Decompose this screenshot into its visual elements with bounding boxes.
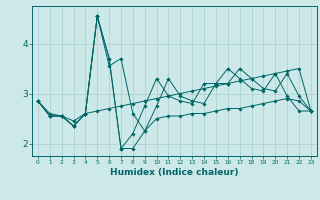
- X-axis label: Humidex (Indice chaleur): Humidex (Indice chaleur): [110, 168, 239, 177]
